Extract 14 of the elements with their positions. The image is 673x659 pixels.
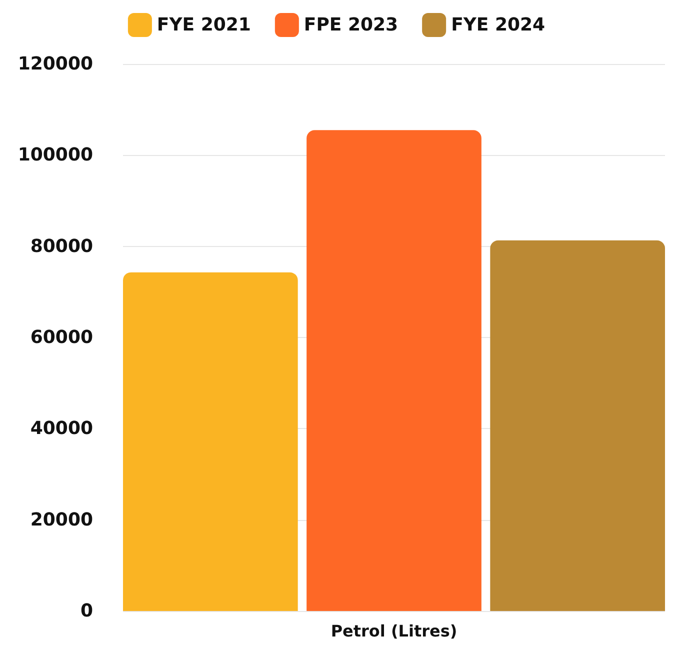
y-tick-label: 60000: [30, 327, 93, 348]
legend-label: FYE 2024: [451, 14, 546, 36]
y-tick-label: 0: [80, 600, 93, 622]
y-tick-label: 80000: [30, 236, 93, 257]
y-tick-label: 40000: [30, 418, 93, 440]
bar: [490, 240, 665, 611]
y-tick-label: 100000: [18, 144, 93, 166]
legend-label: FYE 2021: [156, 14, 251, 36]
x-tick-label: Petrol (Litres): [330, 622, 458, 640]
bar: [306, 130, 482, 611]
legend-label: FPE 2023: [304, 14, 398, 36]
y-tick-label: 20000: [30, 509, 93, 530]
bar: [123, 272, 298, 611]
y-tick-label: 120000: [18, 54, 93, 74]
